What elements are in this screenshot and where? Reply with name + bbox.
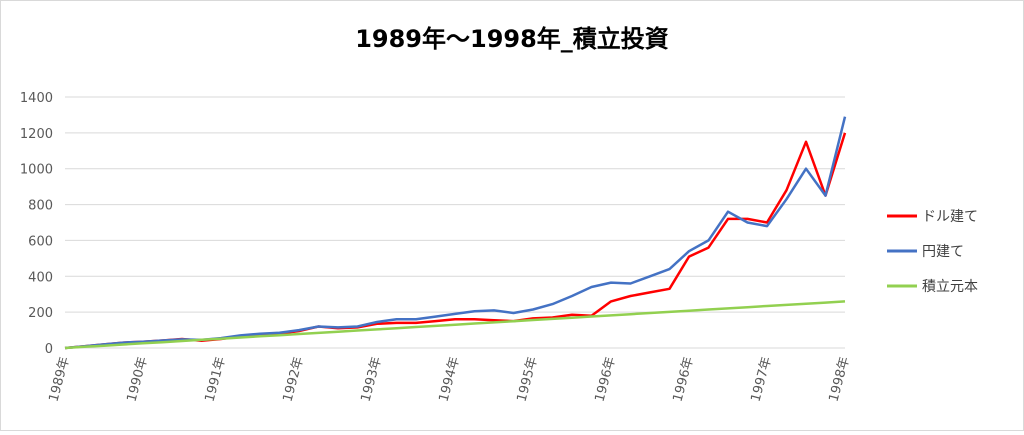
y-tick-label: 1400 <box>20 91 53 106</box>
y-tick-label: 0 <box>45 342 53 357</box>
y-tick-label: 600 <box>28 234 53 249</box>
y-tick-label: 1200 <box>20 127 53 142</box>
legend-label: ドル建て <box>922 209 978 225</box>
y-tick-label: 400 <box>28 270 53 285</box>
legend-label: 円建て <box>922 244 964 260</box>
chart-title: 1989年～1998年_積立投資 <box>355 25 669 53</box>
y-tick-label: 1000 <box>20 163 53 178</box>
legend-label: 積立元本 <box>922 279 978 295</box>
series-line <box>64 300 846 350</box>
y-tick-label: 200 <box>28 306 53 321</box>
y-tick-label: 800 <box>28 199 53 214</box>
